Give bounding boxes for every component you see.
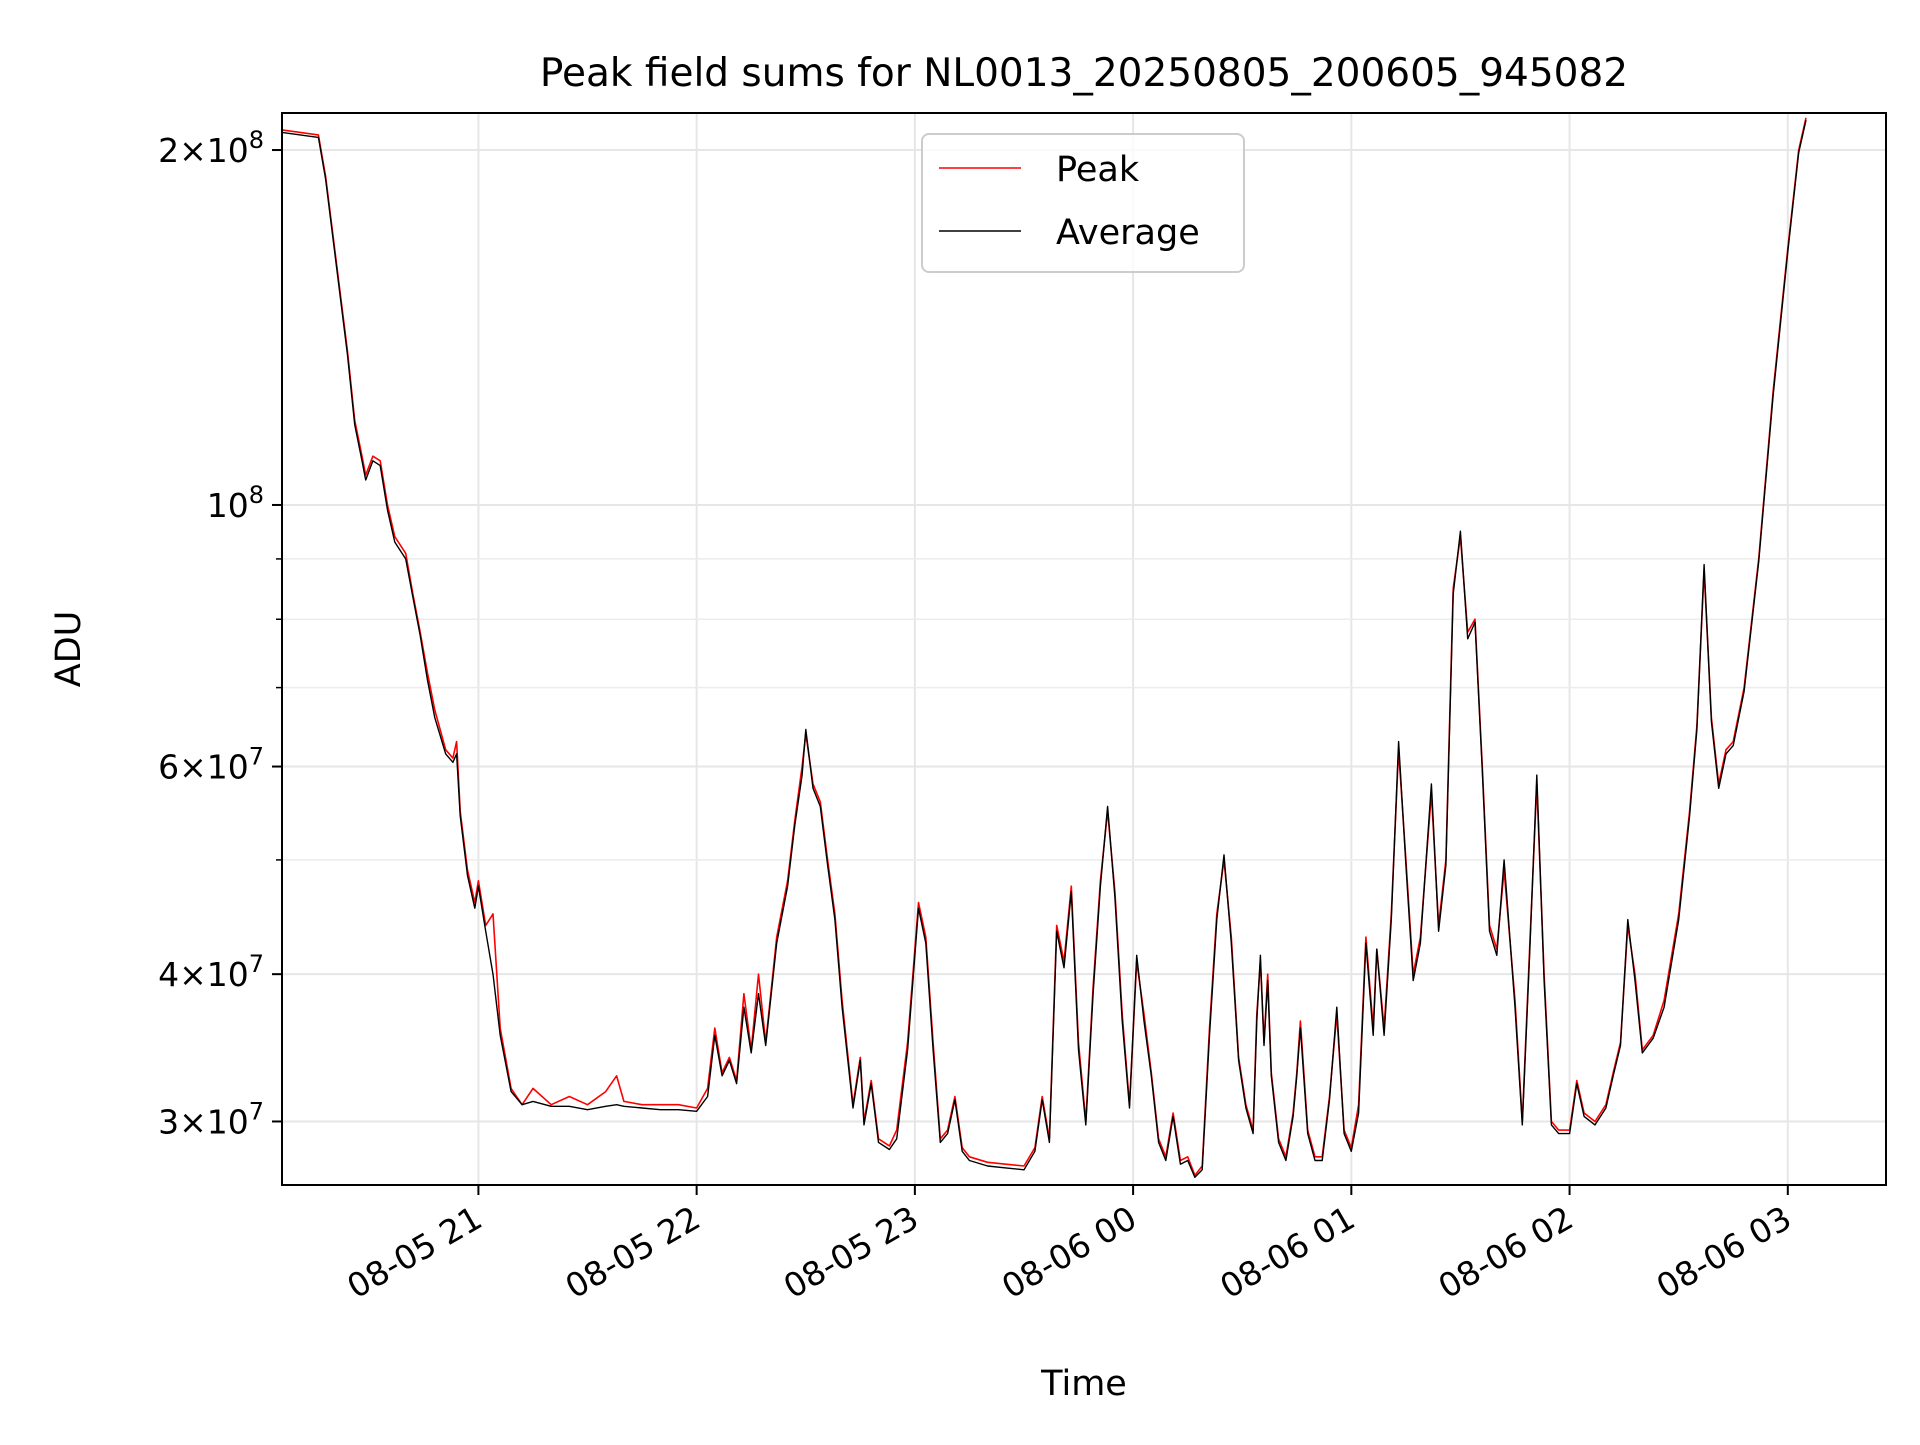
series-line-average	[282, 120, 1807, 1178]
series-layer	[282, 117, 1807, 1178]
legend: Peak Average	[921, 133, 1245, 273]
plot-frame	[281, 112, 1887, 1186]
y-tick-label: 3×107	[158, 1097, 264, 1141]
y-tick-label: 6×107	[158, 743, 264, 787]
y-tick-label: 2×108	[158, 126, 264, 170]
y-axis-label: ADU	[49, 611, 89, 688]
x-axis-label: Time	[1040, 1364, 1127, 1404]
chart-title: Peak field sums for NL0013_20250805_2006…	[540, 51, 1628, 96]
grid	[282, 113, 1886, 1185]
y-tick-label: 4×107	[158, 950, 264, 994]
legend-label-peak: Peak	[1056, 150, 1140, 190]
y-tick-label: 108	[207, 481, 264, 525]
legend-label-average: Average	[1056, 213, 1200, 253]
